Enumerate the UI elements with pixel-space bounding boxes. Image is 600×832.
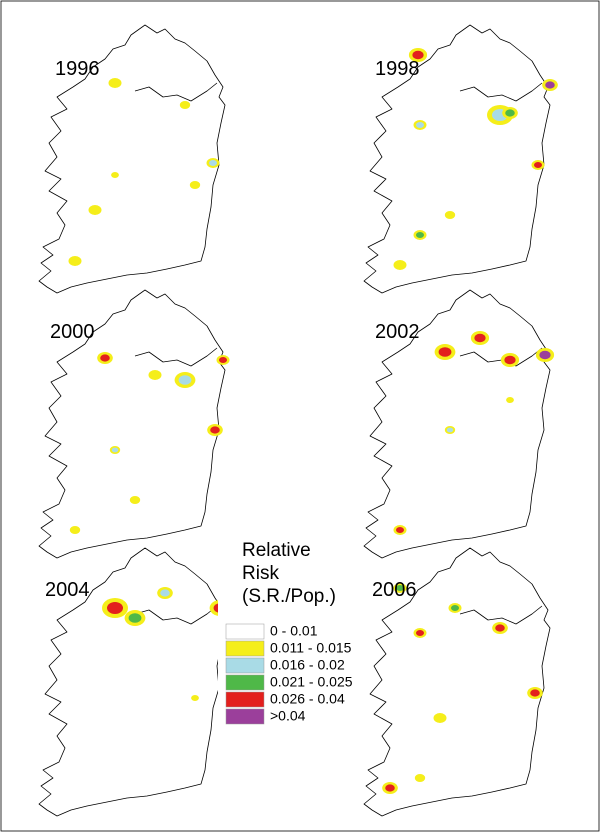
risk-area — [539, 350, 551, 360]
risk-area — [191, 695, 199, 701]
legend-label: >0.04 — [270, 708, 306, 724]
risk-area — [396, 527, 404, 533]
legend-label: 0.011 - 0.015 — [270, 640, 352, 656]
legend-label: 0.016 - 0.02 — [270, 657, 345, 673]
risk-area — [495, 624, 505, 632]
risk-area — [128, 613, 142, 623]
risk-area — [414, 774, 426, 782]
risk-area — [68, 256, 82, 266]
risk-area — [416, 122, 424, 128]
year-label: 2002 — [375, 321, 420, 343]
legend-swatch — [225, 623, 265, 640]
risk-area — [111, 172, 119, 178]
legend-label: 0 - 0.01 — [270, 623, 318, 639]
legend-swatch — [225, 640, 265, 657]
risk-area — [148, 370, 162, 380]
year-label: 2004 — [45, 579, 90, 601]
risk-area — [446, 427, 454, 433]
risk-area — [444, 211, 456, 219]
legend-title: Relative — [242, 540, 311, 561]
risk-area — [474, 333, 486, 343]
risk-area — [108, 78, 122, 88]
risk-area — [88, 205, 102, 215]
legend-label: 0.026 - 0.04 — [270, 691, 345, 707]
risk-area — [107, 602, 123, 614]
map-panel — [38, 289, 230, 559]
year-label: 1998 — [375, 58, 420, 80]
legend-swatch — [225, 674, 265, 691]
risk-area — [129, 496, 141, 504]
map-panel — [38, 24, 226, 294]
risk-area — [111, 447, 119, 453]
risk-area — [416, 232, 424, 238]
risk-area — [534, 162, 542, 168]
legend-title: Risk — [242, 563, 279, 584]
risk-area — [396, 585, 404, 591]
legend-swatch — [225, 657, 265, 674]
risk-area — [160, 589, 170, 597]
risk-area — [100, 354, 110, 362]
risk-area — [393, 260, 407, 270]
risk-area — [210, 426, 220, 434]
legend-swatch — [225, 691, 265, 708]
risk-area — [189, 181, 201, 189]
legend-swatch — [225, 708, 265, 725]
risk-area — [69, 526, 81, 534]
risk-area — [506, 397, 514, 403]
risk-area — [451, 605, 459, 611]
risk-area — [219, 357, 227, 363]
risk-area — [530, 689, 540, 697]
legend-label: 0.021 - 0.025 — [270, 674, 353, 690]
risk-area — [209, 160, 217, 166]
risk-area — [505, 109, 515, 117]
year-label: 2006 — [372, 579, 417, 601]
year-label: 1996 — [55, 58, 100, 80]
map-panel — [363, 547, 551, 817]
map-panel — [363, 289, 555, 559]
year-label: 2000 — [50, 321, 95, 343]
risk-area — [433, 713, 447, 723]
risk-area — [545, 81, 555, 89]
legend-title: (S.R./Pop.) — [242, 586, 336, 607]
risk-area — [412, 50, 424, 60]
risk-area — [385, 784, 395, 792]
risk-area — [178, 375, 192, 385]
risk-area — [504, 355, 516, 365]
risk-area — [179, 101, 191, 109]
map-panel — [363, 24, 558, 294]
risk-area — [438, 347, 452, 357]
risk-area — [416, 630, 424, 636]
